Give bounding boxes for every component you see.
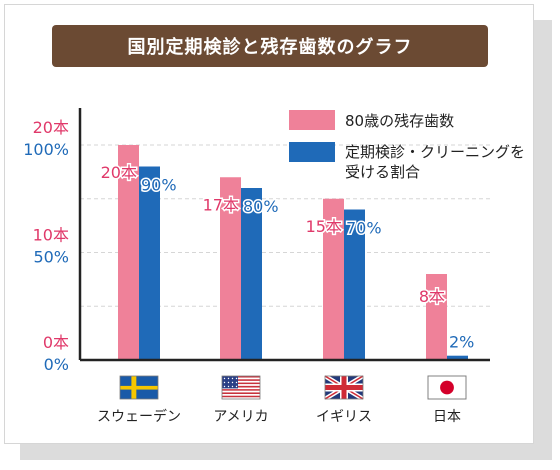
data-label-teeth: 20本 <box>101 163 137 182</box>
y-tick-checkup: 0% <box>44 355 69 374</box>
chart-card <box>4 4 534 444</box>
data-label-teeth: 17本 <box>203 195 239 214</box>
category-label: 日本 <box>433 409 461 425</box>
legend-swatch-teeth <box>289 110 335 130</box>
data-label-checkup: 2% <box>449 333 474 352</box>
bar-teeth-0 <box>118 145 139 360</box>
bar-teeth-3 <box>426 274 447 360</box>
bar-checkup-3 <box>447 355 468 360</box>
data-label-checkup: 80% <box>243 197 279 216</box>
y-tick-teeth: 10本 <box>33 226 69 245</box>
category-label: アメリカ <box>213 409 268 425</box>
usa-flag-icon <box>221 375 261 400</box>
bar-teeth-1 <box>220 177 241 360</box>
y-tick-teeth: 20本 <box>33 118 69 137</box>
legend-label-checkup-line1: 定期検診・クリーニングを <box>345 143 525 161</box>
chart-title: 国別定期検診と残存歯数のグラフ <box>127 37 413 58</box>
bar-checkup-1 <box>241 188 262 360</box>
y-tick-checkup: 100% <box>23 140 69 159</box>
legend-label-teeth: 80歳の残存歯数 <box>345 112 454 130</box>
bar-checkup-2 <box>344 209 365 360</box>
legend-label-checkup-line2: 受ける割合 <box>345 163 420 181</box>
data-label-teeth: 8本 <box>419 287 445 306</box>
data-label-checkup: 70% <box>346 219 382 238</box>
data-label-teeth: 15本 <box>306 217 342 236</box>
sweden-flag-icon <box>119 375 159 400</box>
bar-checkup-0 <box>139 166 160 360</box>
japan-flag-icon <box>427 375 467 400</box>
y-tick-teeth: 0本 <box>43 333 69 352</box>
uk-flag-icon <box>323 374 365 401</box>
bar-teeth-2 <box>323 198 344 360</box>
y-tick-checkup: 50% <box>33 248 69 267</box>
data-label-checkup: 90% <box>141 176 177 195</box>
category-label: イギリス <box>316 409 372 425</box>
chart-title-bar: 国別定期検診と残存歯数のグラフ <box>52 25 488 67</box>
legend-swatch-checkup <box>289 142 335 162</box>
category-label: スウェーデン <box>97 408 181 425</box>
